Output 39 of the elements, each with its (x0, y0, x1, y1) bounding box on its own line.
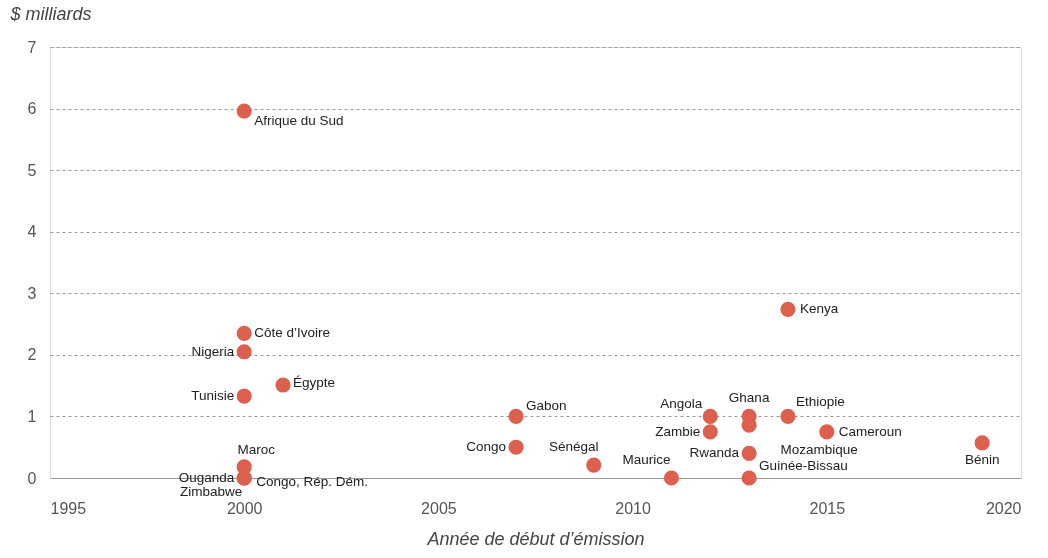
y-tick-label: 3 (27, 284, 37, 302)
y-tick-label: 2 (27, 346, 37, 364)
annotation: Cameroun (838, 423, 902, 439)
annotation: Angola (660, 396, 703, 412)
x-tick-label: 2010 (615, 499, 651, 517)
y-tick-label: 1 (27, 407, 37, 425)
x-tick-label: 1995 (50, 499, 87, 517)
y-tick-label: 0 (27, 469, 37, 487)
annotation: Kenya (799, 301, 839, 317)
y-tick-label: 4 (27, 223, 37, 241)
x-tick-label: 2015 (809, 499, 846, 517)
annotation: Bénin (964, 451, 1000, 467)
annotation: Ghana (728, 390, 770, 406)
annotation: Mozambique (780, 442, 858, 458)
annotation: Ethiopie (795, 394, 845, 410)
annotation: Maurice (622, 452, 671, 467)
annotation: Guinée-Bissau (759, 458, 848, 473)
annotation: Congo (466, 439, 507, 455)
annotation: Zimbabwe (180, 484, 243, 499)
annotation: Nigeria (191, 343, 235, 359)
annotation: Côte d’Ivoire (254, 325, 330, 341)
annotation: Rwanda (689, 445, 740, 461)
annotation: Maroc (237, 441, 276, 457)
annotation: Congo, Rép. Dém. (256, 474, 369, 489)
x-axis-title: Année de début d’émission (426, 528, 645, 549)
annotation: Sénégal (548, 439, 599, 455)
x-tick-label: 2000 (226, 499, 263, 517)
annotation: Zambie (655, 423, 701, 439)
annotation: Afrique du Sud (254, 113, 344, 129)
annotation: Tunisie (191, 388, 235, 404)
x-tick-label: 2020 (985, 499, 1022, 517)
annotation: Ouganda (178, 470, 235, 485)
annotation: Égypte (293, 375, 336, 391)
y-axis-title: $ milliards (9, 3, 92, 24)
y-tick-label: 6 (27, 100, 37, 118)
x-tick-label: 2005 (421, 499, 457, 517)
annotation: Gabon (526, 398, 567, 414)
y-tick-label: 5 (27, 161, 37, 179)
y-tick-label: 7 (27, 38, 37, 56)
